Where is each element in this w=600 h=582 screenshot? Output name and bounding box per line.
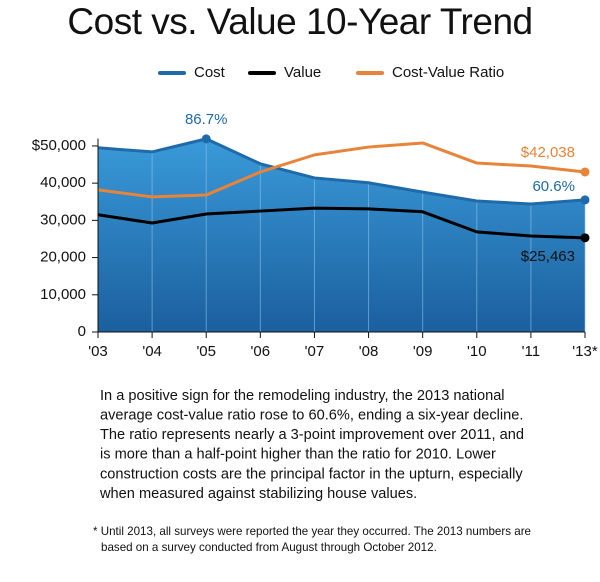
caption-line: average cost-value ratio rose to 60.6%, … [100,407,523,423]
legend-label: Cost [194,64,226,81]
x-tick-label: '03 [88,343,108,360]
annotation: 86.7% [185,111,228,128]
y-tick-label: 0 [78,323,86,340]
caption-line: when measured against stabilizing house … [99,486,417,502]
series-line [97,206,586,240]
point-marker [580,167,590,177]
x-tick-label: '08 [359,343,379,360]
footnote-line: based on a survey conducted from August … [101,541,437,554]
annotation: $25,463 [521,248,575,265]
caption-line: construction costs are the principal fac… [100,466,523,482]
cost-line [97,137,586,206]
x-tick-label: '10 [467,343,487,360]
x-tick-label: '07 [305,343,325,360]
series-line [97,141,586,199]
y-tick-label: $50,000 [32,137,86,154]
x-tick-label: '13* [572,343,598,360]
annotation: 60.6% [532,178,575,195]
y-tick-label: 40,000 [40,174,86,191]
x-tick-label: '11 [522,343,540,360]
caption-line: is more than a half-point higher than th… [100,447,496,463]
point-marker [580,233,590,243]
y-tick-label: 10,000 [40,286,86,303]
legend-label: Value [284,64,321,81]
point-marker [580,195,590,205]
chart-title: Cost vs. Value 10-Year Trend [67,1,532,42]
footnote-line: * Until 2013, all surveys were reported … [93,525,531,538]
x-tick-label: '09 [413,343,433,360]
legend-label: Cost-Value Ratio [392,64,504,81]
x-tick-label: '06 [251,343,271,360]
y-tick-label: 20,000 [40,249,86,266]
point-marker [201,134,211,144]
caption-line: The ratio represents nearly a 3-point im… [100,427,524,443]
y-tick-label: 30,000 [40,211,86,228]
annotation: $42,038 [521,144,575,161]
x-tick-label: '04 [142,343,162,360]
x-tick-label: '05 [196,343,216,360]
cost-area [98,138,585,332]
caption-line: In a positive sign for the remodeling in… [100,388,505,404]
